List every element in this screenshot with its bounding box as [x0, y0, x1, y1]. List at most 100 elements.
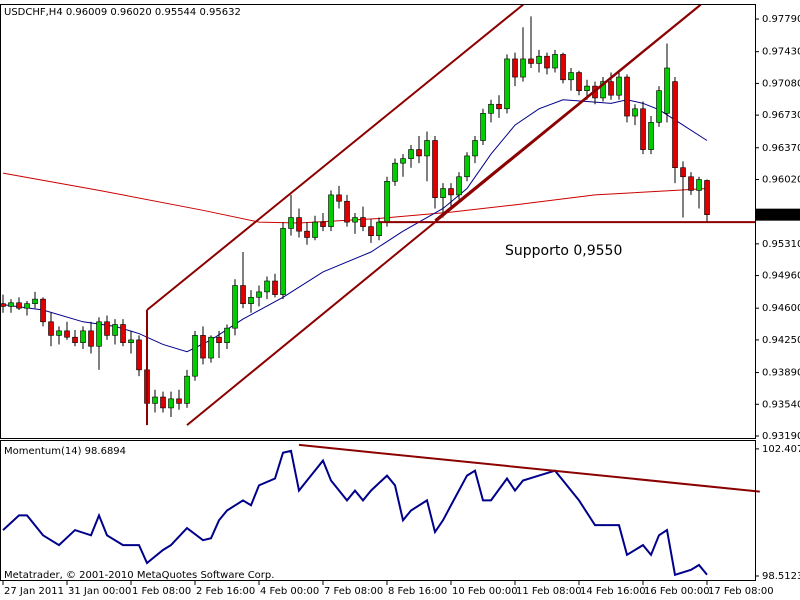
candle-body — [24, 303, 30, 309]
candle-body — [560, 54, 566, 81]
candle-body — [432, 140, 438, 198]
candle-body — [72, 336, 78, 343]
candle-body — [496, 103, 502, 110]
candle-body — [304, 230, 310, 238]
candle-body — [544, 55, 550, 69]
trend-line — [298, 443, 760, 493]
candle-body — [352, 217, 358, 223]
candle-body — [240, 285, 246, 304]
candle-body — [248, 297, 254, 304]
candle-body — [16, 302, 22, 309]
candle-body — [272, 280, 278, 295]
candle-body — [112, 324, 118, 336]
candle-body — [640, 108, 646, 150]
candle-body — [472, 140, 478, 157]
candle-body — [296, 217, 302, 232]
candle-body — [32, 298, 38, 304]
candle-body — [48, 321, 54, 336]
candle-body — [520, 58, 526, 78]
candle-body — [664, 67, 670, 114]
y-tick-label: 0.94250 — [762, 335, 800, 346]
trend-line — [434, 1, 704, 222]
x-tick-label: 17 Feb 08:00 — [708, 586, 774, 597]
candle-body — [64, 330, 70, 338]
x-tick-label: 11 Feb 08:00 — [516, 586, 582, 597]
candle-body — [512, 58, 518, 78]
y-tick-label: 0.97430 — [762, 47, 800, 58]
y-tick-label: 0.93190 — [762, 431, 800, 442]
y-tick-label: 0.94600 — [762, 303, 800, 314]
top-mask — [0, 0, 756, 4]
candle-body — [408, 149, 414, 159]
candle-body — [424, 140, 430, 157]
candle-body — [288, 217, 294, 229]
candle-body — [344, 200, 350, 223]
candle-body — [216, 336, 222, 343]
y-tick-label: 0.97080 — [762, 78, 800, 89]
candle-body — [464, 155, 470, 178]
candle-body — [256, 291, 262, 298]
annotation: Supporto 0,9550 — [505, 243, 622, 259]
candle-body — [624, 76, 630, 117]
candle-body — [648, 122, 654, 150]
chart-title: USDCHF,H4 0.96009 0.96020 0.95544 0.9563… — [4, 7, 241, 18]
candle-body — [600, 81, 606, 99]
candle-body — [120, 324, 126, 343]
candle-body — [672, 81, 678, 169]
candle-body — [224, 327, 230, 343]
candle-body — [528, 58, 534, 64]
x-tick-label: 27 Jan 2011 — [4, 586, 64, 597]
candle-body — [56, 330, 62, 336]
candle-body — [448, 188, 454, 196]
candle-body — [552, 54, 558, 69]
candle-body — [696, 179, 702, 191]
y-tick-label: 0.95310 — [762, 239, 800, 250]
candle-body — [400, 158, 406, 164]
mid-mask — [0, 439, 756, 441]
trend-line — [146, 2, 526, 311]
candle-body — [368, 226, 374, 236]
candle-body — [264, 280, 270, 293]
candle-body — [680, 167, 686, 178]
candle-body — [104, 321, 110, 336]
y-tick-label: 0.97790 — [762, 14, 800, 25]
candle-body — [160, 396, 166, 409]
candle-body — [568, 72, 574, 81]
candle-body — [688, 176, 694, 191]
y-tick-label: 0.96020 — [762, 174, 800, 185]
candle-body — [584, 85, 590, 91]
candle-body — [576, 72, 582, 91]
x-tick-label: 1 Feb 08:00 — [132, 586, 191, 597]
candle-body — [88, 330, 94, 347]
candle-body — [184, 375, 190, 404]
footer: Metatrader, © 2001-2010 MetaQuotes Softw… — [4, 570, 274, 581]
candle-body — [40, 298, 46, 323]
candle-body — [704, 180, 710, 215]
candle-body — [456, 176, 462, 196]
candle-body — [488, 103, 494, 114]
panel-border — [0, 440, 756, 581]
indicator-panel — [0, 440, 756, 581]
candle-body — [232, 285, 238, 329]
y-tick-label: 98.5123 — [762, 571, 800, 582]
candle-body — [360, 217, 366, 227]
candle-body — [656, 90, 662, 123]
axis-mask — [756, 0, 800, 4]
x-tick-label: 7 Feb 08:00 — [324, 586, 383, 597]
candle-body — [152, 396, 158, 404]
panel-border — [0, 4, 756, 439]
candle-body — [336, 194, 342, 202]
candle-body — [376, 221, 382, 236]
x-tick-label: 4 Feb 00:00 — [260, 586, 319, 597]
candle-body — [96, 321, 102, 347]
indicator-title: Momentum(14) 98.6894 — [4, 446, 126, 457]
candle-body — [0, 303, 6, 307]
x-tick-label: 10 Feb 00:00 — [452, 586, 518, 597]
candle-body — [480, 113, 486, 141]
x-tick-label: 31 Jan 00:00 — [68, 586, 131, 597]
x-tick-label: 14 Feb 16:00 — [580, 586, 646, 597]
candle-body — [136, 339, 142, 371]
candle-body — [280, 228, 286, 295]
y-tick-label: 0.94960 — [762, 271, 800, 282]
